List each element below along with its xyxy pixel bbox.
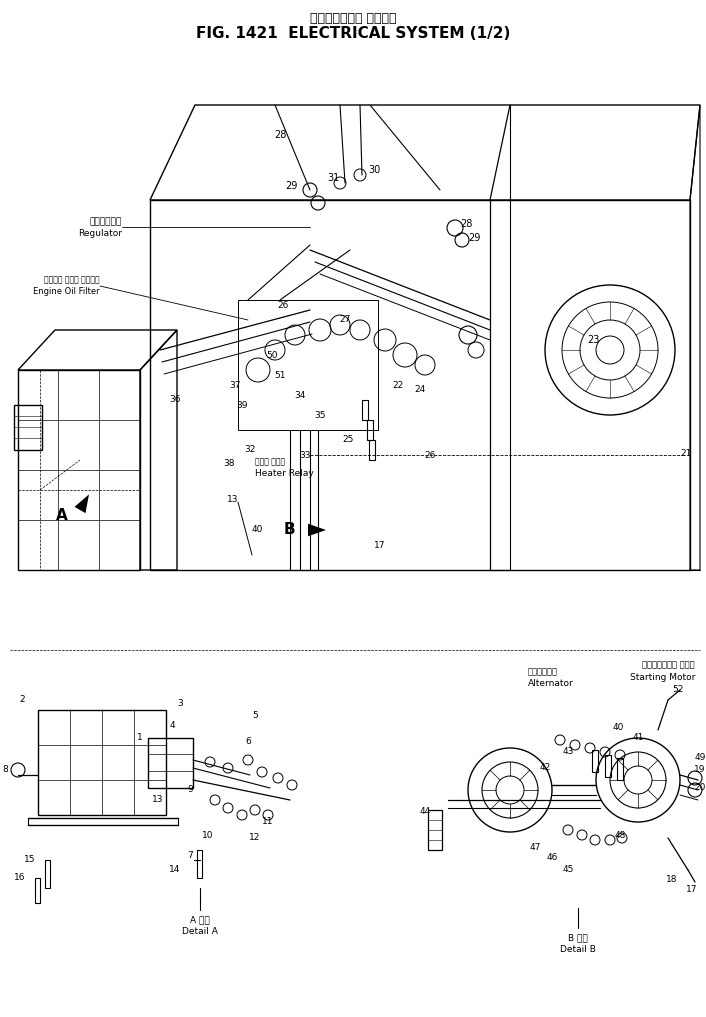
Text: 46: 46 [546, 853, 558, 862]
Polygon shape [308, 524, 326, 536]
Text: 45: 45 [562, 865, 574, 875]
Text: Detail B: Detail B [560, 946, 596, 955]
Text: 21: 21 [680, 448, 691, 458]
Text: ヒータ リレー: ヒータ リレー [255, 458, 285, 467]
Text: 11: 11 [262, 818, 274, 827]
Text: 38: 38 [224, 459, 235, 468]
Text: 18: 18 [666, 876, 678, 885]
Text: 28: 28 [460, 219, 472, 229]
Text: 50: 50 [266, 351, 277, 359]
Text: 5: 5 [252, 711, 258, 719]
Polygon shape [75, 494, 89, 514]
Text: A: A [56, 507, 68, 523]
Text: 14: 14 [169, 865, 181, 875]
Text: B: B [283, 523, 295, 538]
Text: Engine Oil Filter: Engine Oil Filter [33, 288, 100, 297]
Text: 42: 42 [539, 764, 551, 773]
Bar [197, 850, 202, 878]
Text: 9: 9 [187, 785, 193, 794]
Text: Detail A: Detail A [182, 928, 218, 937]
Bar [18, 370, 140, 570]
Text: 16: 16 [13, 874, 25, 883]
Text: 6: 6 [245, 737, 251, 746]
Text: 20: 20 [694, 783, 706, 792]
Text: レギュレータ: レギュレータ [90, 218, 122, 227]
Text: 40: 40 [252, 526, 263, 535]
Bar [45, 860, 50, 888]
Text: 49: 49 [694, 754, 706, 763]
Text: 34: 34 [294, 391, 306, 400]
Text: 24: 24 [414, 385, 426, 395]
Text: 36: 36 [169, 396, 181, 405]
Text: 33: 33 [299, 451, 311, 460]
Text: 29: 29 [286, 181, 298, 191]
Text: 29: 29 [468, 233, 480, 243]
Text: 1: 1 [137, 733, 143, 742]
Text: 28: 28 [274, 130, 286, 140]
Text: 22: 22 [393, 380, 404, 390]
Text: 23: 23 [587, 335, 600, 345]
Text: 19: 19 [694, 766, 706, 775]
Text: Starting Motor: Starting Motor [630, 672, 695, 681]
Text: 30: 30 [368, 165, 381, 175]
Text: 17: 17 [686, 886, 698, 895]
Text: 8: 8 [2, 766, 8, 775]
Bar [605, 755, 611, 777]
Text: A 詳細: A 詳細 [190, 915, 210, 924]
Text: エンジン オイル フィルタ: エンジン オイル フィルタ [44, 276, 100, 285]
Text: 41: 41 [633, 733, 644, 742]
Text: 3: 3 [177, 700, 183, 709]
Text: 13: 13 [227, 495, 238, 504]
Bar [617, 758, 623, 780]
Bar [35, 878, 40, 903]
Text: エレクトリカル システム: エレクトリカル システム [310, 12, 396, 25]
Text: 17: 17 [374, 540, 385, 549]
Text: 37: 37 [229, 380, 241, 390]
Bar [238, 300, 378, 430]
Text: B 詳細: B 詳細 [568, 934, 588, 943]
Text: 35: 35 [314, 411, 325, 419]
Text: 13: 13 [152, 795, 164, 804]
Text: 25: 25 [342, 435, 354, 444]
Text: 48: 48 [614, 831, 626, 839]
Text: 43: 43 [562, 747, 574, 757]
Text: 10: 10 [202, 832, 214, 840]
Text: 4: 4 [169, 720, 175, 729]
Bar [362, 400, 368, 420]
Text: Alternator: Alternator [528, 678, 574, 687]
Bar [428, 810, 442, 850]
Bar [148, 738, 193, 788]
Text: 39: 39 [237, 401, 248, 410]
Text: Heater Relay: Heater Relay [255, 469, 313, 478]
Text: 27: 27 [340, 315, 351, 324]
Text: スターティング モータ: スターティング モータ [642, 660, 695, 669]
Text: 12: 12 [249, 834, 261, 842]
Text: 40: 40 [612, 723, 623, 732]
Text: 47: 47 [530, 843, 541, 852]
Text: オルタネータ: オルタネータ [528, 667, 558, 676]
Text: 52: 52 [672, 685, 683, 695]
Text: FIG. 1421  ELECTRICAL SYSTEM (1/2): FIG. 1421 ELECTRICAL SYSTEM (1/2) [196, 26, 510, 41]
Bar [38, 710, 166, 815]
Text: 44: 44 [419, 807, 431, 817]
Text: 15: 15 [23, 855, 35, 864]
Text: 51: 51 [274, 370, 286, 379]
Text: 26: 26 [277, 300, 289, 309]
Text: 26: 26 [424, 451, 436, 460]
Text: 32: 32 [244, 445, 256, 455]
Bar [592, 750, 598, 772]
Bar [367, 420, 373, 440]
Text: Regulator: Regulator [78, 229, 122, 238]
Text: 7: 7 [187, 850, 193, 859]
Text: 2: 2 [19, 696, 25, 705]
Bar [14, 405, 42, 450]
Text: 31: 31 [328, 173, 340, 183]
Bar [369, 440, 375, 460]
